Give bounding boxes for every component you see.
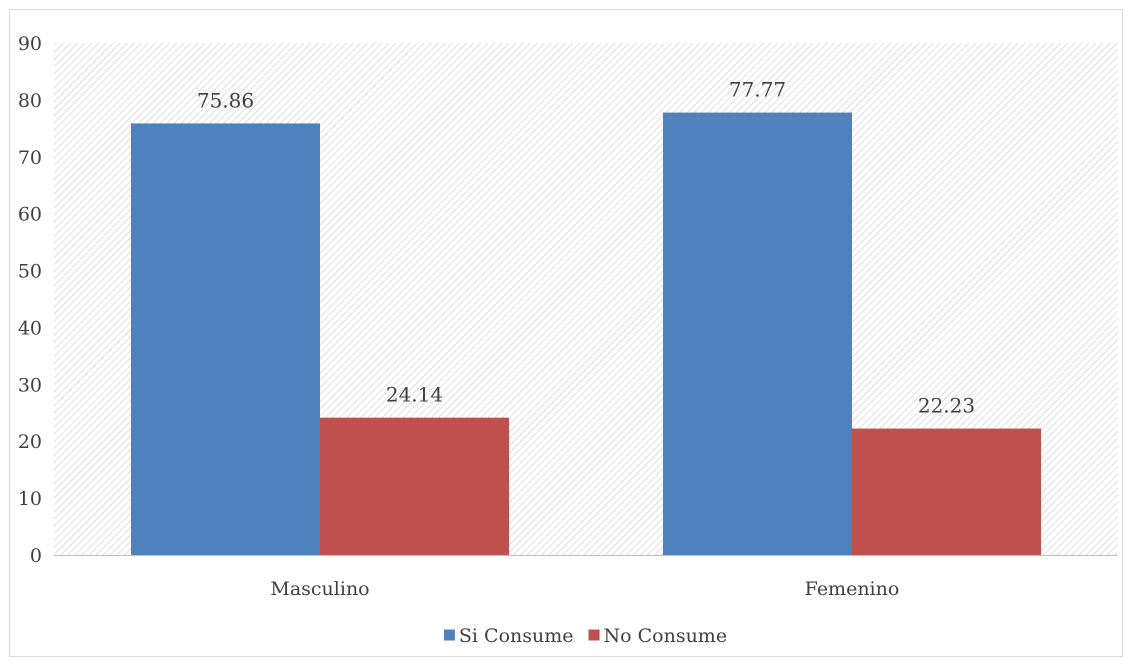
y-tick-label: 50 [18, 261, 42, 283]
y-tick-label: 70 [18, 147, 42, 169]
y-tick-label: 30 [18, 374, 42, 396]
y-tick-label: 10 [18, 488, 42, 510]
x-tick-label: Femenino [805, 578, 900, 600]
legend-label: Si Consume [459, 625, 574, 647]
data-label: 22.23 [918, 394, 975, 418]
bars: 75.86 24.14 77.77 22.23 [131, 78, 1041, 556]
bar-no-consume [852, 428, 1041, 555]
bar-si-consume [131, 123, 320, 555]
y-axis: 0 10 20 30 40 50 60 70 80 90 [18, 33, 42, 567]
bar-si-consume [663, 112, 852, 556]
y-tick-label: 80 [18, 90, 42, 112]
legend-item: Si Consume [443, 625, 574, 647]
data-label: 75.86 [197, 88, 254, 112]
y-tick-label: 60 [18, 204, 42, 226]
legend-item: No Consume [588, 625, 728, 647]
data-label: 24.14 [386, 383, 443, 407]
legend-swatch [588, 629, 600, 641]
y-tick-label: 90 [18, 33, 42, 55]
legend-swatch [443, 629, 455, 641]
legend: Si Consume No Consume [443, 625, 728, 647]
y-tick-label: 0 [30, 545, 42, 567]
y-tick-label: 40 [18, 317, 42, 339]
x-axis: Masculino Femenino [54, 555, 1118, 600]
y-tick-label: 20 [18, 431, 42, 453]
x-tick-label: Masculino [270, 578, 369, 600]
bar-no-consume [320, 417, 509, 555]
data-label: 77.77 [729, 78, 786, 102]
legend-label: No Consume [604, 625, 728, 647]
